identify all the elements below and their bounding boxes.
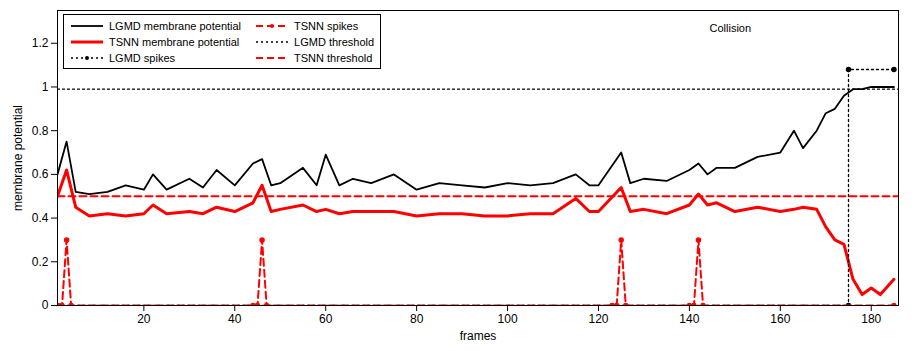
html-text:TSNN membrane potential: TSNN membrane potential <box>109 35 240 48</box>
svg-text:20: 20 <box>137 312 151 326</box>
svg-text:0.6: 0.6 <box>32 167 49 181</box>
svg-text:0.2: 0.2 <box>32 255 49 269</box>
svg-text:80: 80 <box>410 312 424 326</box>
svg-text:Collision: Collision <box>710 22 752 34</box>
svg-text:100: 100 <box>498 312 518 326</box>
svg-text:frames: frames <box>460 329 497 343</box>
svg-text:40: 40 <box>228 312 242 326</box>
svg-text:1.2: 1.2 <box>32 36 49 50</box>
svg-text:120: 120 <box>588 312 608 326</box>
html-text:LGMD threshold: LGMD threshold <box>294 35 375 48</box>
svg-text:60: 60 <box>319 312 333 326</box>
html-text:LGMD spikes: LGMD spikes <box>109 51 175 64</box>
svg-text:0: 0 <box>42 298 49 312</box>
html-text:TSNN threshold: TSNN threshold <box>294 51 373 64</box>
svg-text:0.4: 0.4 <box>32 211 49 225</box>
svg-text:membrane potential: membrane potential <box>11 105 25 211</box>
html-text:LGMD membrane potential: LGMD membrane potential <box>109 19 242 32</box>
svg-text:140: 140 <box>679 312 699 326</box>
svg-text:1: 1 <box>42 80 49 94</box>
svg-text:160: 160 <box>770 312 790 326</box>
html-text:TSNN spikes: TSNN spikes <box>294 19 359 32</box>
svg-text:180: 180 <box>861 312 881 326</box>
svg-text:0.8: 0.8 <box>32 124 49 138</box>
